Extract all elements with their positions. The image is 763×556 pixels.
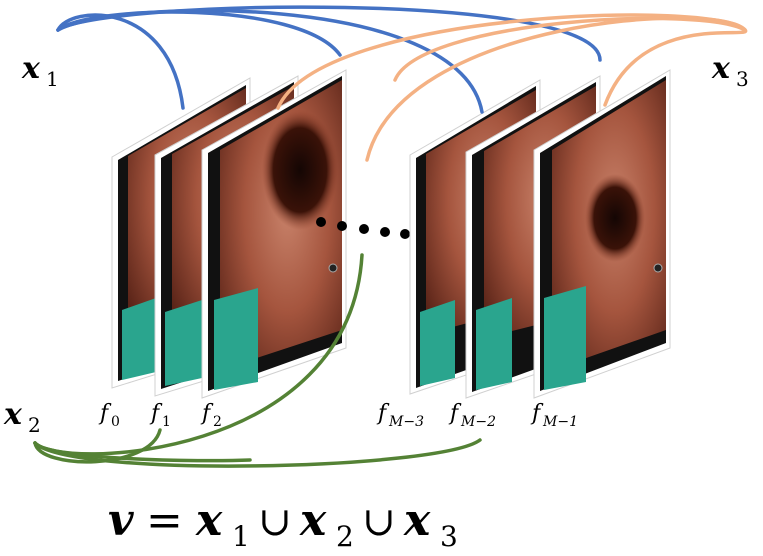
x3-connector-curves <box>276 13 748 162</box>
frame-fm1-image <box>533 69 671 399</box>
svg-text:f: f <box>200 401 214 426</box>
svg-text:3: 3 <box>736 67 749 91</box>
svg-text:x: x <box>195 495 223 546</box>
svg-text:M−1: M−1 <box>542 414 578 430</box>
svg-text:f: f <box>376 401 390 426</box>
label-x1: x 1 <box>21 51 59 91</box>
svg-text:x: x <box>3 397 23 432</box>
svg-text:1: 1 <box>162 414 171 430</box>
svg-text:0: 0 <box>111 414 120 430</box>
label-f1: f 1 <box>149 401 171 430</box>
frame-f2-image <box>201 69 347 399</box>
svg-text:2: 2 <box>28 413 41 437</box>
svg-text:1: 1 <box>232 520 250 553</box>
svg-text:x: x <box>711 51 731 86</box>
ellipsis-dots <box>316 217 410 239</box>
svg-text:3: 3 <box>440 520 458 553</box>
svg-text:2: 2 <box>336 520 354 553</box>
svg-text:1: 1 <box>46 67 59 91</box>
union-equation: v = x 1 ∪ x 2 ∪ x 3 <box>108 495 458 553</box>
svg-text:2: 2 <box>213 414 222 430</box>
x2-connector-curves <box>33 253 482 468</box>
svg-text:∪: ∪ <box>258 499 292 545</box>
svg-text:f: f <box>530 401 544 426</box>
label-x2: x 2 <box>3 397 41 437</box>
svg-text:x: x <box>403 495 431 546</box>
svg-text:∪: ∪ <box>362 499 396 545</box>
svg-text:f: f <box>448 401 462 426</box>
label-fm1: f M−1 <box>530 401 578 430</box>
svg-text:f: f <box>149 401 163 426</box>
label-x3: x 3 <box>711 51 749 91</box>
label-fm3: f M−3 <box>376 401 424 430</box>
label-f2: f 2 <box>200 401 222 430</box>
svg-text:M−2: M−2 <box>460 414 496 430</box>
label-fm2: f M−2 <box>448 401 496 430</box>
label-f0: f 0 <box>98 401 120 430</box>
svg-text:=: = <box>146 495 183 546</box>
x1-connector-curves <box>56 5 602 114</box>
svg-text:x: x <box>299 495 327 546</box>
svg-text:x: x <box>21 51 41 86</box>
svg-text:M−3: M−3 <box>388 414 424 430</box>
svg-text:f: f <box>98 401 112 426</box>
svg-text:v: v <box>108 495 134 546</box>
